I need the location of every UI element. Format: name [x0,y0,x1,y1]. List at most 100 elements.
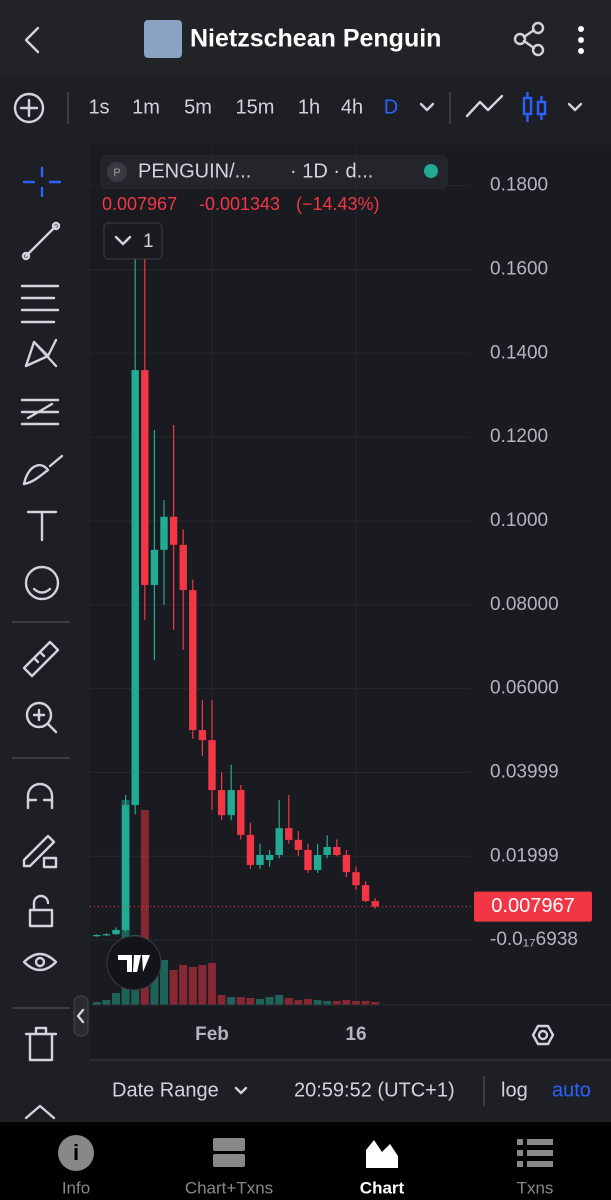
candle-body [275,828,283,855]
nav-tab[interactable]: Chart+Txns [185,1178,273,1197]
unlock-tool[interactable] [28,908,54,928]
more-tools[interactable] [24,1104,56,1120]
chart-icon [366,1140,398,1168]
clock: 20:59:52 (UTC+1) [294,1079,455,1101]
nav-tab[interactable]: Chart [360,1178,405,1197]
candle-body [131,370,139,806]
interval-button[interactable]: 1m [132,96,160,118]
candle-chart-button[interactable] [522,92,547,122]
candle-body [256,854,264,866]
candle-body [102,934,111,936]
share-button[interactable] [513,21,545,57]
volume-bar [275,995,284,1005]
volume-bar [265,997,274,1005]
collapse-arrow [76,1008,85,1024]
candle-body [237,790,245,835]
back-button[interactable] [24,26,40,54]
volume-bar [284,998,293,1005]
nav-tab[interactable]: Info [62,1178,90,1197]
chart-txns-icon [213,1154,245,1167]
line-chart-button[interactable] [465,94,504,118]
volume-bar [169,970,178,1005]
txns-icon [517,1139,553,1167]
y-tick-label: 0.01999 [490,845,559,866]
indicator-toggle[interactable] [103,222,163,260]
date-range-chevron [234,1086,248,1095]
interval-dropdown[interactable] [419,102,435,112]
interval-button[interactable]: D [384,96,398,118]
log-toggle[interactable]: log [501,1079,528,1101]
bottom-nav [0,1122,611,1200]
volume-bar [323,1001,332,1005]
volume-bar [246,998,255,1005]
lock-drawings-tool[interactable] [22,834,56,868]
candle-body [227,790,235,816]
trendline-tool-dot [21,251,31,261]
pattern-tool[interactable] [24,338,58,368]
candle-body [323,846,331,855]
text-tool[interactable] [26,510,58,542]
candle-body [150,549,159,586]
volume-bar [198,965,207,1005]
emoji-smile [32,587,52,594]
nav-tab[interactable]: Txns [517,1178,554,1197]
token-title: Nietzschean Penguin [190,25,441,53]
zoom-tool[interactable] [25,701,53,729]
zoom-plus [32,708,58,734]
volume-bar [92,1002,101,1005]
chart-type-dropdown[interactable] [567,102,583,112]
visibility-tool[interactable] [22,952,58,972]
brush-tool[interactable] [22,454,64,486]
interval-button[interactable]: 5m [184,96,212,118]
info-glyph: i [73,1140,79,1165]
candle-body [352,872,360,886]
drawing-toolbar [0,140,82,1122]
trendline-tool[interactable] [24,224,58,258]
market-status [424,164,438,178]
add-indicator-button[interactable] [13,92,45,124]
candle-body [371,901,379,907]
magnet-tool[interactable] [26,782,54,810]
volume-bar [342,1000,351,1005]
symbol-logo [107,162,127,182]
interval-button[interactable]: 1h [298,96,320,118]
unlock-shackle [32,894,50,912]
volume-bar [294,1000,303,1005]
candle-body [265,854,274,860]
interval-button[interactable]: 1s [88,96,109,118]
projection-tool[interactable] [20,398,60,426]
collapse-toolbar[interactable] [73,995,89,1037]
change-percent: (−14.43%) [296,194,380,214]
y-tick-label: 0.1000 [490,510,548,531]
candle-body [112,929,120,935]
menu-button[interactable] [578,26,584,54]
y-tick-label: 0.1600 [490,258,548,279]
candle-body [179,544,187,591]
ruler-tool[interactable] [22,640,60,678]
candle-body [169,516,178,545]
interval-button[interactable]: 4h [341,96,363,118]
volume-bar [217,995,226,1005]
settings-button[interactable] [531,1024,555,1046]
y-tick-label: 0.03999 [490,761,559,782]
chart-txns-icon [213,1138,245,1151]
last-price-label: 0.007967 [491,895,574,917]
trendline-tool-dot [51,221,61,231]
fib-tool[interactable] [20,284,60,324]
delete-tool[interactable] [24,1026,58,1062]
interval-button[interactable]: 15m [236,96,275,118]
crosshair-tool[interactable] [22,166,62,198]
candle-body [285,828,293,840]
auto-toggle[interactable]: auto [552,1079,591,1101]
y-tick-label: 0.06000 [490,678,559,699]
candle-body [294,839,303,850]
volume-bar [236,997,245,1005]
candle-body [217,790,226,816]
date-range-button[interactable]: Date Range [112,1079,219,1101]
emoji-tool[interactable] [24,565,60,601]
symbol: PENGUIN/... [138,160,251,182]
volume-bar [313,1000,322,1005]
volume-bar [102,1000,111,1005]
volume-bar [150,965,159,1005]
